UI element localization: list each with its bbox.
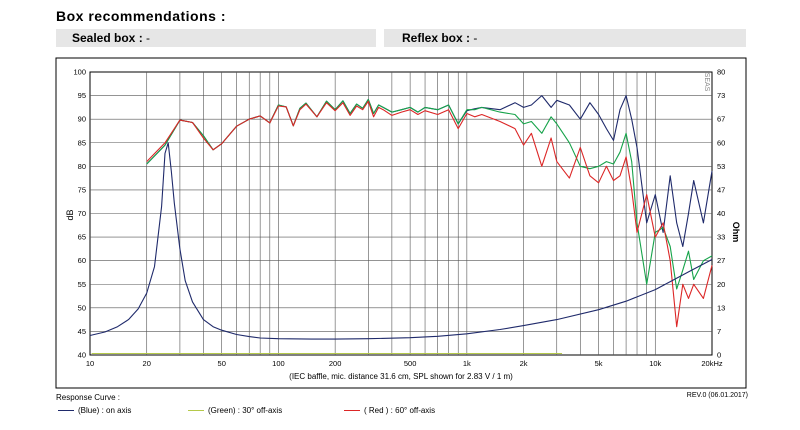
- legend-swatch-green: [188, 410, 204, 411]
- x-tick-label: 20kHz: [701, 359, 723, 368]
- y-tick-label: 80: [78, 162, 86, 171]
- y2-tick-label: 27: [717, 256, 725, 265]
- legend-item-green: (Green) : 30° off-axis: [188, 406, 282, 415]
- x-axis-caption: (IEC baffle, mic. distance 31.6 cm, SPL …: [289, 372, 513, 381]
- x-tick-label: 5k: [595, 359, 603, 368]
- page-title: Box recommendations :: [56, 8, 226, 24]
- sealed-box-value: -: [146, 31, 151, 45]
- y-tick-label: 90: [78, 115, 86, 124]
- y-tick-label: 100: [73, 68, 86, 77]
- sealed-box-bar: Sealed box : -: [56, 29, 376, 47]
- y-tick-label: 50: [78, 303, 86, 312]
- impedance-line: [89, 142, 713, 340]
- y2-tick-label: 67: [717, 115, 725, 124]
- reflex-box-value: -: [473, 31, 478, 45]
- y2-tick-label: 7: [717, 327, 721, 336]
- chart-series: [89, 95, 713, 354]
- reflex-box-bar: Reflex box : -: [384, 29, 746, 47]
- reflex-box-label: Reflex box :: [402, 31, 471, 45]
- y-tick-label: 65: [78, 233, 86, 242]
- watermark-logo: SEAS: [703, 73, 710, 92]
- y2-tick-label: 33: [717, 233, 725, 242]
- x-tick-label: 500: [404, 359, 417, 368]
- revision-note: REV.0 (06.01.2017): [686, 392, 748, 399]
- chart-grid: [90, 72, 712, 355]
- y-tick-label: 70: [78, 209, 86, 218]
- chart-outer-frame: [55, 57, 747, 389]
- legend-label-red: ( Red ) : 60° off-axis: [364, 406, 436, 415]
- y2-tick-label: 0: [717, 351, 721, 360]
- y-tick-label: 85: [78, 138, 86, 147]
- y2-axis-label: Ohm: [731, 222, 741, 243]
- y2-tick-label: 20: [717, 280, 725, 289]
- legend-title: Response Curve :: [56, 393, 121, 402]
- x-tick-label: 2k: [520, 359, 528, 368]
- y-tick-label: 55: [78, 280, 86, 289]
- y-tick-label: 95: [78, 91, 86, 100]
- y2-tick-label: 80: [717, 68, 725, 77]
- y2-tick-label: 13: [717, 303, 725, 312]
- y2-tick-label: 73: [717, 91, 725, 100]
- legend-item-blue: (Blue) : on axis: [58, 406, 131, 415]
- x-tick-label: 10: [86, 359, 94, 368]
- x-tick-label: 20: [143, 359, 151, 368]
- y-tick-label: 60: [78, 256, 86, 265]
- y2-tick-label: 47: [717, 185, 725, 194]
- legend-swatch-blue: [58, 410, 74, 411]
- y-tick-label: 45: [78, 327, 86, 336]
- y2-tick-label: 40: [717, 209, 725, 218]
- y2-tick-label: 53: [717, 162, 725, 171]
- series-line-red: [146, 100, 713, 328]
- x-tick-label: 50: [218, 359, 226, 368]
- x-tick-label: 200: [329, 359, 342, 368]
- y-tick-label: 75: [78, 185, 86, 194]
- legend-label-blue: (Blue) : on axis: [78, 406, 132, 415]
- x-tick-label: 100: [272, 359, 285, 368]
- y2-tick-label: 60: [717, 138, 725, 147]
- chart-ticks: 10 20 50 100 200 500 1k 2k 5k 10k 20kHz40455055606…: [73, 68, 725, 369]
- sealed-box-label: Sealed box :: [72, 31, 143, 45]
- x-tick-label: 1k: [463, 359, 471, 368]
- y-tick-label: 40: [78, 351, 86, 360]
- legend-item-red: ( Red ) : 60° off-axis: [344, 406, 435, 415]
- x-tick-label: 10k: [649, 359, 661, 368]
- legend-label-green: (Green) : 30° off-axis: [208, 406, 283, 415]
- y-axis-label: dB: [65, 209, 75, 220]
- legend-swatch-red: [344, 410, 360, 411]
